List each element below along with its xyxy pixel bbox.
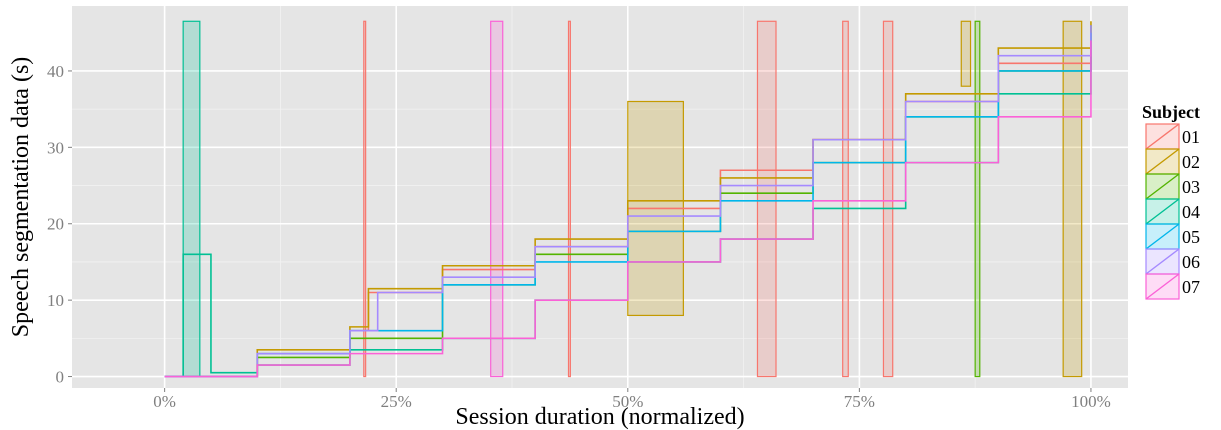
legend: Subject 01 02 03 04 05 06 07 bbox=[1142, 102, 1200, 300]
y-tick-label: 30 bbox=[47, 138, 64, 157]
legend-label-04: 04 bbox=[1182, 202, 1200, 222]
segment-box-01 bbox=[842, 20, 849, 378]
x-tick-label: 0% bbox=[153, 392, 176, 411]
x-tick-label: 100% bbox=[1071, 392, 1111, 411]
y-tick-label: 0 bbox=[56, 368, 65, 387]
segment-boxes bbox=[182, 20, 1083, 378]
y-axis-ticks: 0 10 20 30 40 bbox=[47, 62, 72, 387]
y-tick-label: 40 bbox=[47, 62, 64, 81]
x-tick-label: 25% bbox=[381, 392, 412, 411]
x-tick-label: 50% bbox=[612, 392, 643, 411]
y-tick-label: 10 bbox=[47, 291, 64, 310]
segment-box-02 bbox=[1062, 20, 1083, 378]
segment-box-07 bbox=[490, 20, 504, 378]
x-axis-ticks: 0% 25% 50% 75% 100% bbox=[153, 388, 1111, 411]
legend-label-07: 07 bbox=[1182, 277, 1200, 297]
segment-box-01 bbox=[756, 20, 777, 378]
legend-label-02: 02 bbox=[1182, 152, 1200, 172]
legend-label-01: 01 bbox=[1182, 127, 1200, 147]
legend-label-03: 03 bbox=[1182, 177, 1200, 197]
legend-key-line-03 bbox=[1145, 173, 1180, 200]
legend-key-line-01 bbox=[1145, 123, 1180, 150]
legend-label-05: 05 bbox=[1182, 227, 1200, 247]
legend-key-line-07 bbox=[1145, 273, 1180, 300]
segment-box-01 bbox=[567, 20, 571, 378]
segment-box-01 bbox=[363, 20, 367, 378]
segment-box-02 bbox=[960, 20, 972, 87]
legend-key-line-04 bbox=[1145, 198, 1180, 225]
legend-title: Subject bbox=[1142, 102, 1200, 122]
y-axis-title: Speech segmentation data (s) bbox=[8, 57, 34, 338]
series-line-06 bbox=[164, 25, 1092, 378]
y-tick-label: 20 bbox=[47, 215, 64, 234]
series-lines bbox=[164, 21, 1092, 378]
legend-items: 01 02 03 04 05 06 07 bbox=[1145, 123, 1200, 300]
x-tick-label: 75% bbox=[844, 392, 875, 411]
segment-box-04 bbox=[182, 20, 201, 378]
legend-key-line-06 bbox=[1145, 248, 1180, 275]
legend-key-line-02 bbox=[1145, 148, 1180, 175]
segment-box-01 bbox=[882, 20, 894, 378]
plot-panel bbox=[72, 6, 1128, 388]
legend-key-line-05 bbox=[1145, 223, 1180, 250]
x-axis-title: Session duration (normalized) bbox=[455, 404, 744, 430]
series-line-07 bbox=[164, 40, 1092, 378]
segment-box-03 bbox=[974, 20, 981, 378]
legend-label-06: 06 bbox=[1182, 252, 1200, 272]
